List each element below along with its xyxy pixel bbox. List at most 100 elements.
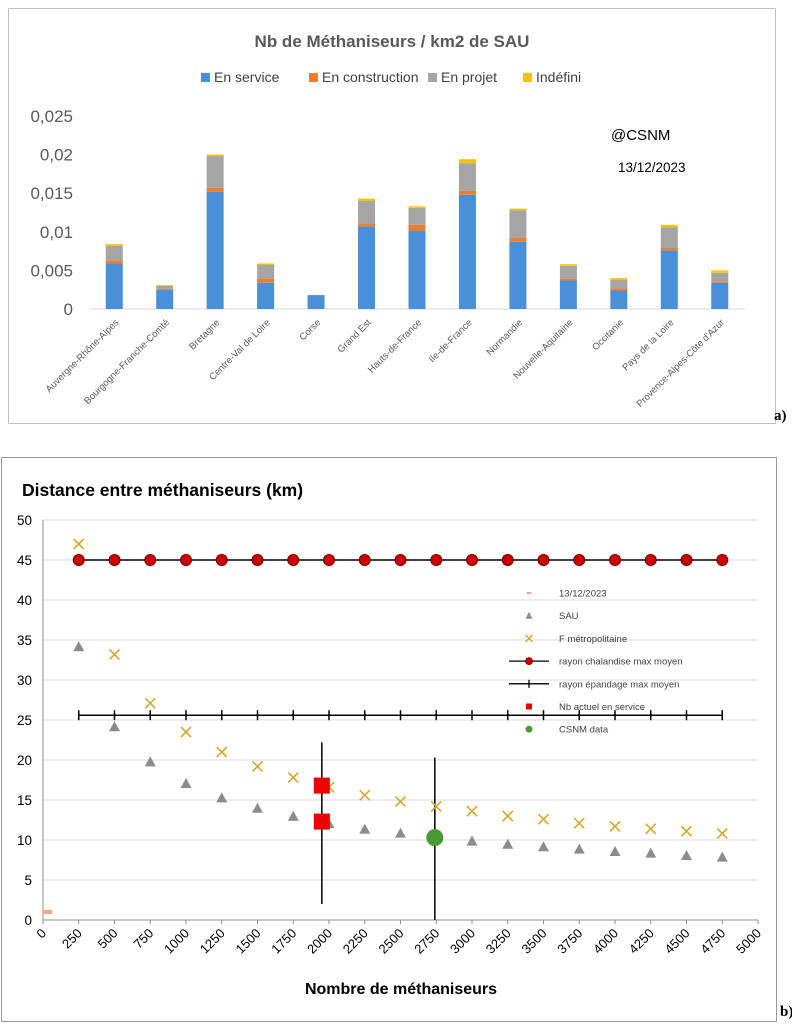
legend-circle: [525, 725, 533, 733]
x-tick-label: Provence-Alpes-Côte d'Azur: [635, 317, 727, 409]
x-tick-label: Occitanie: [590, 317, 626, 353]
f-metropolitaine-point: [180, 726, 192, 738]
bar-segment: [358, 226, 376, 309]
bar-segment: [509, 237, 527, 242]
chalandise-point: [644, 554, 657, 566]
bar-segment: [105, 263, 123, 309]
sau-point: [573, 843, 585, 854]
legend-marker-6: [525, 725, 533, 733]
bar-segment: [307, 295, 325, 309]
y-tick-label: 15: [17, 793, 32, 808]
chalandise-point: [144, 554, 157, 566]
x-tick-label: 4000: [590, 926, 621, 957]
legend-swatch-0: [201, 73, 210, 82]
legend-marker-5: [526, 703, 532, 710]
bar-segment: [358, 200, 376, 224]
f-metropolitaine-point: [466, 805, 478, 817]
y-tick-label: 0: [24, 913, 32, 928]
chalandise-point: [215, 554, 228, 566]
chart-b-title: Distance entre méthaniseurs (km): [22, 480, 303, 500]
bar-segment: [559, 280, 577, 309]
bar-segment: [408, 224, 426, 232]
chalandise-point: [430, 554, 443, 566]
y-tick-label: 0,02: [40, 146, 73, 165]
legend-label-3: rayon chalandise max moyen: [559, 657, 683, 668]
chart-a-title: Nb de Méthaniseurs / km2 de SAU: [255, 32, 530, 51]
bar-segment: [458, 159, 476, 164]
f-metropolitaine-point: [394, 796, 407, 808]
cross-stroke: [287, 772, 299, 784]
chart-b-panel: Distance entre méthaniseurs (km) 0 5 10 15 20…: [1, 457, 777, 1022]
cross-stroke: [466, 805, 478, 817]
x-tick-label: 3000: [447, 926, 478, 957]
x-tick-label: 500: [95, 926, 121, 952]
bar-segment: [559, 265, 577, 279]
bar-segment: [509, 241, 527, 309]
f-metropolitaine-point: [537, 813, 550, 825]
legend-marker-3: [509, 657, 549, 666]
cross-stroke: [108, 648, 121, 660]
x-tick-label: 3750: [554, 926, 585, 957]
x-tick-label: 1500: [233, 926, 264, 957]
x-tick-label: Normandie: [484, 317, 525, 358]
f-metropolitaine-point: [573, 817, 585, 829]
chart-b-svg: Distance entre méthaniseurs (km) 0 5 10 15 20…: [17, 480, 764, 998]
y-tick-label: 10: [17, 833, 32, 848]
y-tick-label: 50: [17, 513, 32, 528]
legend-marker-1: [525, 611, 533, 619]
bar-segment: [711, 270, 729, 273]
bar-segment: [257, 282, 275, 309]
bar-segment: [206, 191, 224, 309]
chalandise-point: [466, 554, 478, 566]
f-metropolitaine-point: [108, 648, 121, 660]
chalandise-point: [716, 554, 729, 566]
legend-label-2: F métropolitaine: [559, 634, 627, 645]
chart-a-panel: Nb de Méthaniseurs / km2 de SAU En servic…: [8, 8, 776, 424]
bar-segment: [105, 260, 123, 264]
chalandise-point: [609, 554, 621, 566]
bar-segment: [358, 198, 376, 201]
bar-segment: [156, 288, 174, 290]
annotation-handle: @CSNM: [611, 127, 670, 144]
y-tick-label: 0: [64, 300, 73, 319]
sau-point: [144, 756, 156, 767]
f-metropolitaine-point: [216, 746, 228, 758]
bar-segment: [660, 250, 678, 309]
f-metropolitaine-point: [287, 772, 299, 784]
bar-segment: [458, 194, 476, 309]
cross-stroke: [251, 760, 264, 772]
chalandise-point: [108, 554, 121, 566]
legend-triangle: [525, 611, 533, 619]
x-tick-label: 1750: [268, 926, 299, 957]
legend-label-0: 13/12/2023: [559, 589, 607, 600]
legend-swatch-1: [309, 73, 318, 82]
x-tick-label: 1000: [161, 926, 192, 957]
nb-actuel-point: [313, 777, 330, 794]
bar-segment: [660, 224, 678, 228]
bar-segment: [156, 285, 174, 289]
y-tick-label: 0,005: [30, 261, 73, 280]
bar-segment: [711, 281, 729, 283]
y-tick-label: 5: [24, 873, 32, 888]
legend-marker-2: [525, 634, 533, 643]
bar-segment: [711, 272, 729, 282]
chalandise-point: [501, 554, 514, 566]
csnm-point: [426, 829, 444, 847]
chalandise-point: [180, 554, 192, 566]
bar-segment: [257, 263, 275, 265]
cross-stroke: [180, 726, 192, 738]
x-tick-label: Corse: [297, 317, 323, 343]
x-tick-label: 0: [33, 926, 49, 942]
chart-a-letter: a): [774, 408, 787, 424]
chalandise-point: [72, 554, 85, 566]
y-tick-label: 35: [17, 633, 32, 648]
chalandise-point: [394, 554, 407, 566]
x-tick-label: 250: [59, 926, 85, 952]
x-tick-label: 2250: [340, 926, 371, 957]
legend-swatch-3: [523, 73, 532, 82]
x-tick-label: 750: [130, 926, 156, 952]
bar-segment: [610, 288, 628, 291]
x-tick-label: 5000: [733, 926, 764, 957]
annotation-date: 13/12/2023: [618, 160, 686, 175]
x-tick-label: 4250: [626, 926, 657, 957]
